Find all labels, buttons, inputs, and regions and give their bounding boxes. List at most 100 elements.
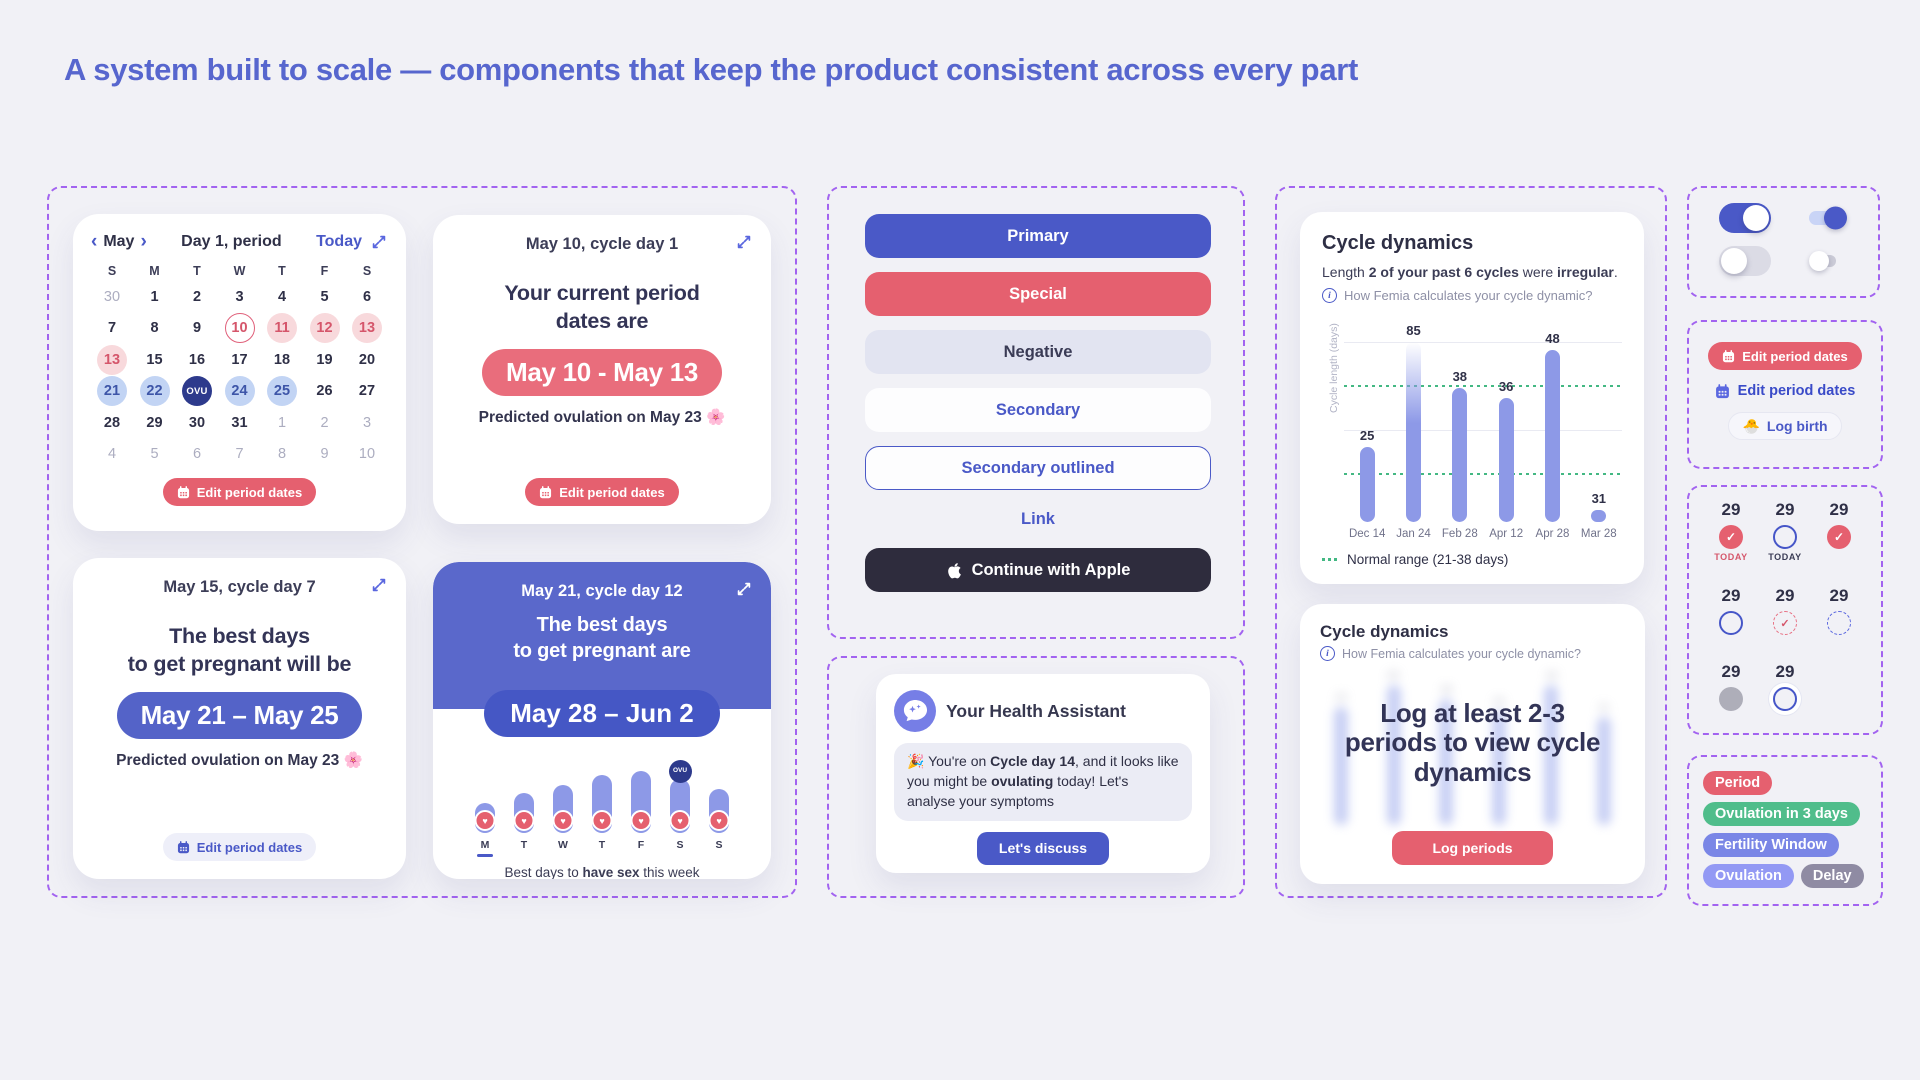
edit-period-dates-button[interactable]: Edit period dates <box>1708 342 1862 370</box>
calendar-day[interactable]: 30 <box>188 414 206 431</box>
primary-button[interactable]: Primary <box>865 214 1211 258</box>
calendar-day[interactable]: 5 <box>150 446 159 463</box>
calendar-day[interactable]: 30 <box>103 288 121 305</box>
intensity-bar[interactable]: ♥ <box>513 793 535 833</box>
date-badge[interactable]: 29 <box>1705 662 1757 720</box>
tag-fertility-window[interactable]: Fertility Window <box>1703 833 1839 857</box>
date-badge[interactable]: 29 TODAY <box>1759 500 1811 568</box>
calendar-day[interactable]: 10 <box>358 446 376 463</box>
intensity-bar[interactable]: ♥ <box>669 779 691 833</box>
date-badge[interactable]: 29 <box>1759 662 1811 720</box>
calendar-day[interactable]: 22 <box>139 376 170 407</box>
tag-ovulation-in-3-days[interactable]: Ovulation in 3 days <box>1703 802 1860 826</box>
calendar-day[interactable]: 2 <box>320 414 329 431</box>
date-badge[interactable]: 29 ✓ <box>1813 500 1865 568</box>
calendar-day[interactable]: 13 <box>97 344 127 375</box>
calendar-day[interactable]: 3 <box>362 414 372 431</box>
intensity-bar[interactable]: ♥ <box>630 771 652 833</box>
calendar-month-label: May <box>103 232 135 250</box>
expand-icon[interactable] <box>735 233 753 251</box>
calendar-day[interactable]: 26 <box>316 383 333 400</box>
prev-month-icon[interactable]: ‹ <box>91 231 98 252</box>
log-birth-button[interactable]: 🐣 Log birth <box>1728 412 1842 440</box>
date-badge[interactable]: 29 ✓ TODAY <box>1705 500 1757 568</box>
info-row[interactable]: i How Femia calculates your cycle dynami… <box>1320 646 1625 661</box>
lets-discuss-button[interactable]: Let's discuss <box>976 831 1110 865</box>
calendar-day[interactable]: 8 <box>150 320 159 337</box>
calendar-day[interactable]: 6 <box>192 446 202 463</box>
intensity-bar[interactable]: ♥ <box>474 803 496 833</box>
calendar-day[interactable]: 16 <box>188 351 206 368</box>
edit-period-dates-button[interactable]: Edit period dates <box>525 478 679 506</box>
link-button[interactable]: Link <box>865 504 1211 534</box>
calendar-day[interactable]: 10 <box>224 313 255 344</box>
calendar-day[interactable]: 9 <box>192 320 202 337</box>
edit-period-dates-text-button[interactable]: Edit period dates <box>1715 383 1856 399</box>
axis-tick-label: Mar 28 <box>1580 528 1617 540</box>
tag-ovulation[interactable]: Ovulation <box>1703 864 1794 888</box>
calendar-day[interactable]: 15 <box>146 351 163 368</box>
text-part: this week <box>639 865 700 879</box>
info-row[interactable]: i How Femia calculates your cycle dynami… <box>1322 288 1622 303</box>
secondary-outlined-button[interactable]: Secondary outlined <box>865 446 1211 490</box>
calendar-day[interactable]: 1 <box>150 288 159 305</box>
edit-period-dates-button[interactable]: Edit period dates <box>162 833 317 861</box>
calendar-day[interactable]: 12 <box>309 313 340 344</box>
intensity-bar[interactable]: ♥ <box>708 789 730 833</box>
calendar-day[interactable]: 3 <box>235 288 244 305</box>
calendar-day[interactable]: 11 <box>267 313 297 344</box>
toggle-large-off[interactable] <box>1719 246 1771 276</box>
calendar-day[interactable]: 21 <box>97 376 127 407</box>
blurred-bar-column: 36 <box>1484 667 1514 825</box>
calendar-day[interactable]: 8 <box>277 446 287 463</box>
continue-with-apple-button[interactable]: Continue with Apple <box>865 548 1211 592</box>
log-periods-button[interactable]: Log periods <box>1392 831 1553 865</box>
date-badge[interactable]: 29 ✓ <box>1759 586 1811 644</box>
today-button[interactable]: Today <box>316 232 362 250</box>
calendar-day[interactable]: 20 <box>358 351 376 368</box>
calendar-day[interactable]: 7 <box>235 446 244 463</box>
tag-period[interactable]: Period <box>1703 771 1773 795</box>
calendar-day[interactable]: 31 <box>231 414 248 431</box>
calendar-day[interactable]: 6 <box>362 288 372 305</box>
calendar-day[interactable]: 4 <box>277 288 287 305</box>
date-badge[interactable]: 29 <box>1705 586 1757 644</box>
calendar-day[interactable]: 5 <box>320 288 329 305</box>
secondary-button[interactable]: Secondary <box>865 388 1211 432</box>
calendar-day[interactable]: OVU <box>182 376 212 407</box>
calendar-day[interactable]: 24 <box>224 376 255 407</box>
tag-delay[interactable]: Delay <box>1800 864 1864 888</box>
calendar-day[interactable]: 19 <box>316 351 333 368</box>
toggle-small-on[interactable] <box>1809 206 1849 230</box>
calendar-day[interactable]: 4 <box>107 446 117 463</box>
calendar-day[interactable]: 7 <box>107 320 117 337</box>
calendar-day[interactable]: 18 <box>273 351 291 368</box>
toggle-large-on[interactable] <box>1719 203 1771 233</box>
weekday-label: F <box>320 264 329 278</box>
expand-icon[interactable] <box>735 580 753 598</box>
calendar-day[interactable]: 27 <box>358 383 376 400</box>
weekday-label: T <box>598 839 606 851</box>
date-badge[interactable]: 29 <box>1813 586 1865 644</box>
fertile-range-pill: May 21 – May 25 <box>116 692 363 740</box>
expand-icon[interactable] <box>370 233 388 251</box>
expand-icon[interactable] <box>370 576 388 594</box>
negative-button[interactable]: Negative <box>865 330 1211 374</box>
toggle-small-off[interactable] <box>1809 249 1849 273</box>
calendar-day[interactable]: 28 <box>103 414 121 431</box>
intensity-bar[interactable]: ♥ <box>552 785 574 833</box>
special-button[interactable]: Special <box>865 272 1211 316</box>
edit-controls-section: Edit period dates Edit period dates 🐣 Lo… <box>1687 320 1883 469</box>
calendar-day[interactable]: 2 <box>192 288 202 305</box>
calendar-day[interactable]: 25 <box>267 376 297 407</box>
edit-period-dates-label: Edit period dates <box>1737 383 1856 399</box>
calendar-day[interactable]: 13 <box>352 313 382 344</box>
calendar-day[interactable]: 1 <box>277 414 287 431</box>
next-month-icon[interactable]: › <box>140 231 147 252</box>
calendar-day[interactable]: 29 <box>146 414 163 431</box>
intensity-bar[interactable]: ♥ <box>591 775 613 833</box>
calendar-day[interactable]: 9 <box>320 446 329 463</box>
calendar-day[interactable]: 17 <box>231 351 248 368</box>
edit-period-dates-button[interactable]: Edit period dates <box>162 478 317 506</box>
card-title: May 15, cycle day 7 <box>163 578 316 596</box>
